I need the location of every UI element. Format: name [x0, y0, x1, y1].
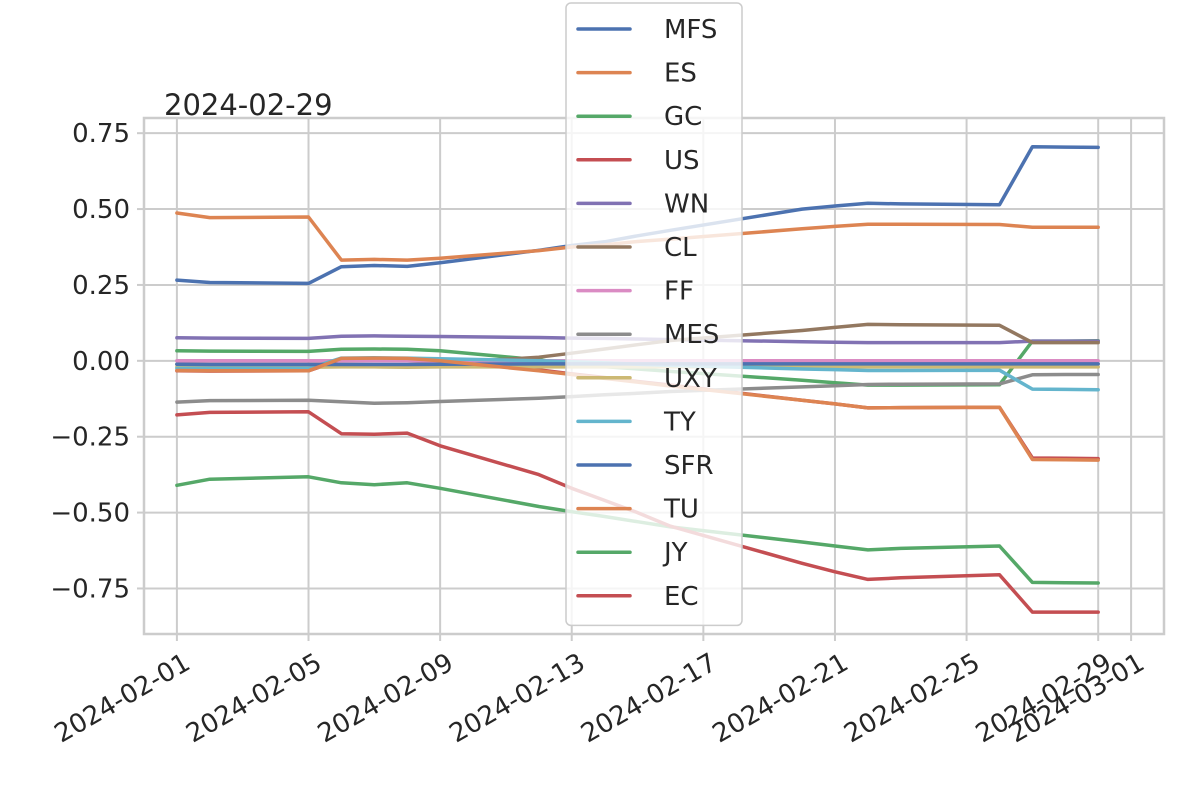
- y-tick-label: 0.00: [72, 347, 130, 377]
- legend-label-uxy: UXY: [664, 364, 717, 394]
- y-tick-label: −0.25: [50, 423, 130, 453]
- y-tick-label: −0.50: [50, 499, 130, 529]
- legend-label-es: ES: [664, 59, 697, 89]
- legend-label-mfs: MFS: [664, 15, 717, 45]
- legend-label-mes: MES: [664, 320, 719, 350]
- legend-label-ty: TY: [663, 407, 696, 437]
- legend-label-cl: CL: [664, 233, 697, 263]
- legend-label-jy: JY: [662, 538, 688, 568]
- x-tick-label: 2024-02-05: [181, 648, 327, 750]
- y-tick-label: 0.75: [72, 119, 130, 149]
- x-tick-label: 2024-02-17: [576, 648, 722, 750]
- legend-label-gc: GC: [664, 102, 702, 132]
- x-tick-label: 2024-02-13: [444, 648, 590, 750]
- legend-label-ec: EC: [664, 582, 699, 612]
- legend-label-sfr: SFR: [664, 451, 714, 481]
- y-tick-label: 0.25: [72, 271, 130, 301]
- x-tick-label: 2024-02-09: [313, 648, 459, 750]
- x-tick-label: 2024-02-21: [708, 648, 854, 750]
- legend-label-wn: WN: [664, 189, 709, 219]
- x-tick-label: 2024-02-01: [50, 648, 196, 750]
- legend-box: [565, 2, 743, 627]
- chart-title: 2024-02-29: [164, 88, 333, 122]
- legend-label-tu: TU: [663, 495, 699, 525]
- legend: MFS ES GC US WN CL FF MES UXY TY SFR TU JY EC: [565, 2, 743, 627]
- legend-label-ff: FF: [664, 277, 694, 307]
- y-tick-label: −0.75: [50, 574, 130, 604]
- legend-label-us: US: [664, 146, 700, 176]
- y-tick-label: 0.50: [72, 195, 130, 225]
- x-tick-label: 2024-02-25: [839, 648, 985, 750]
